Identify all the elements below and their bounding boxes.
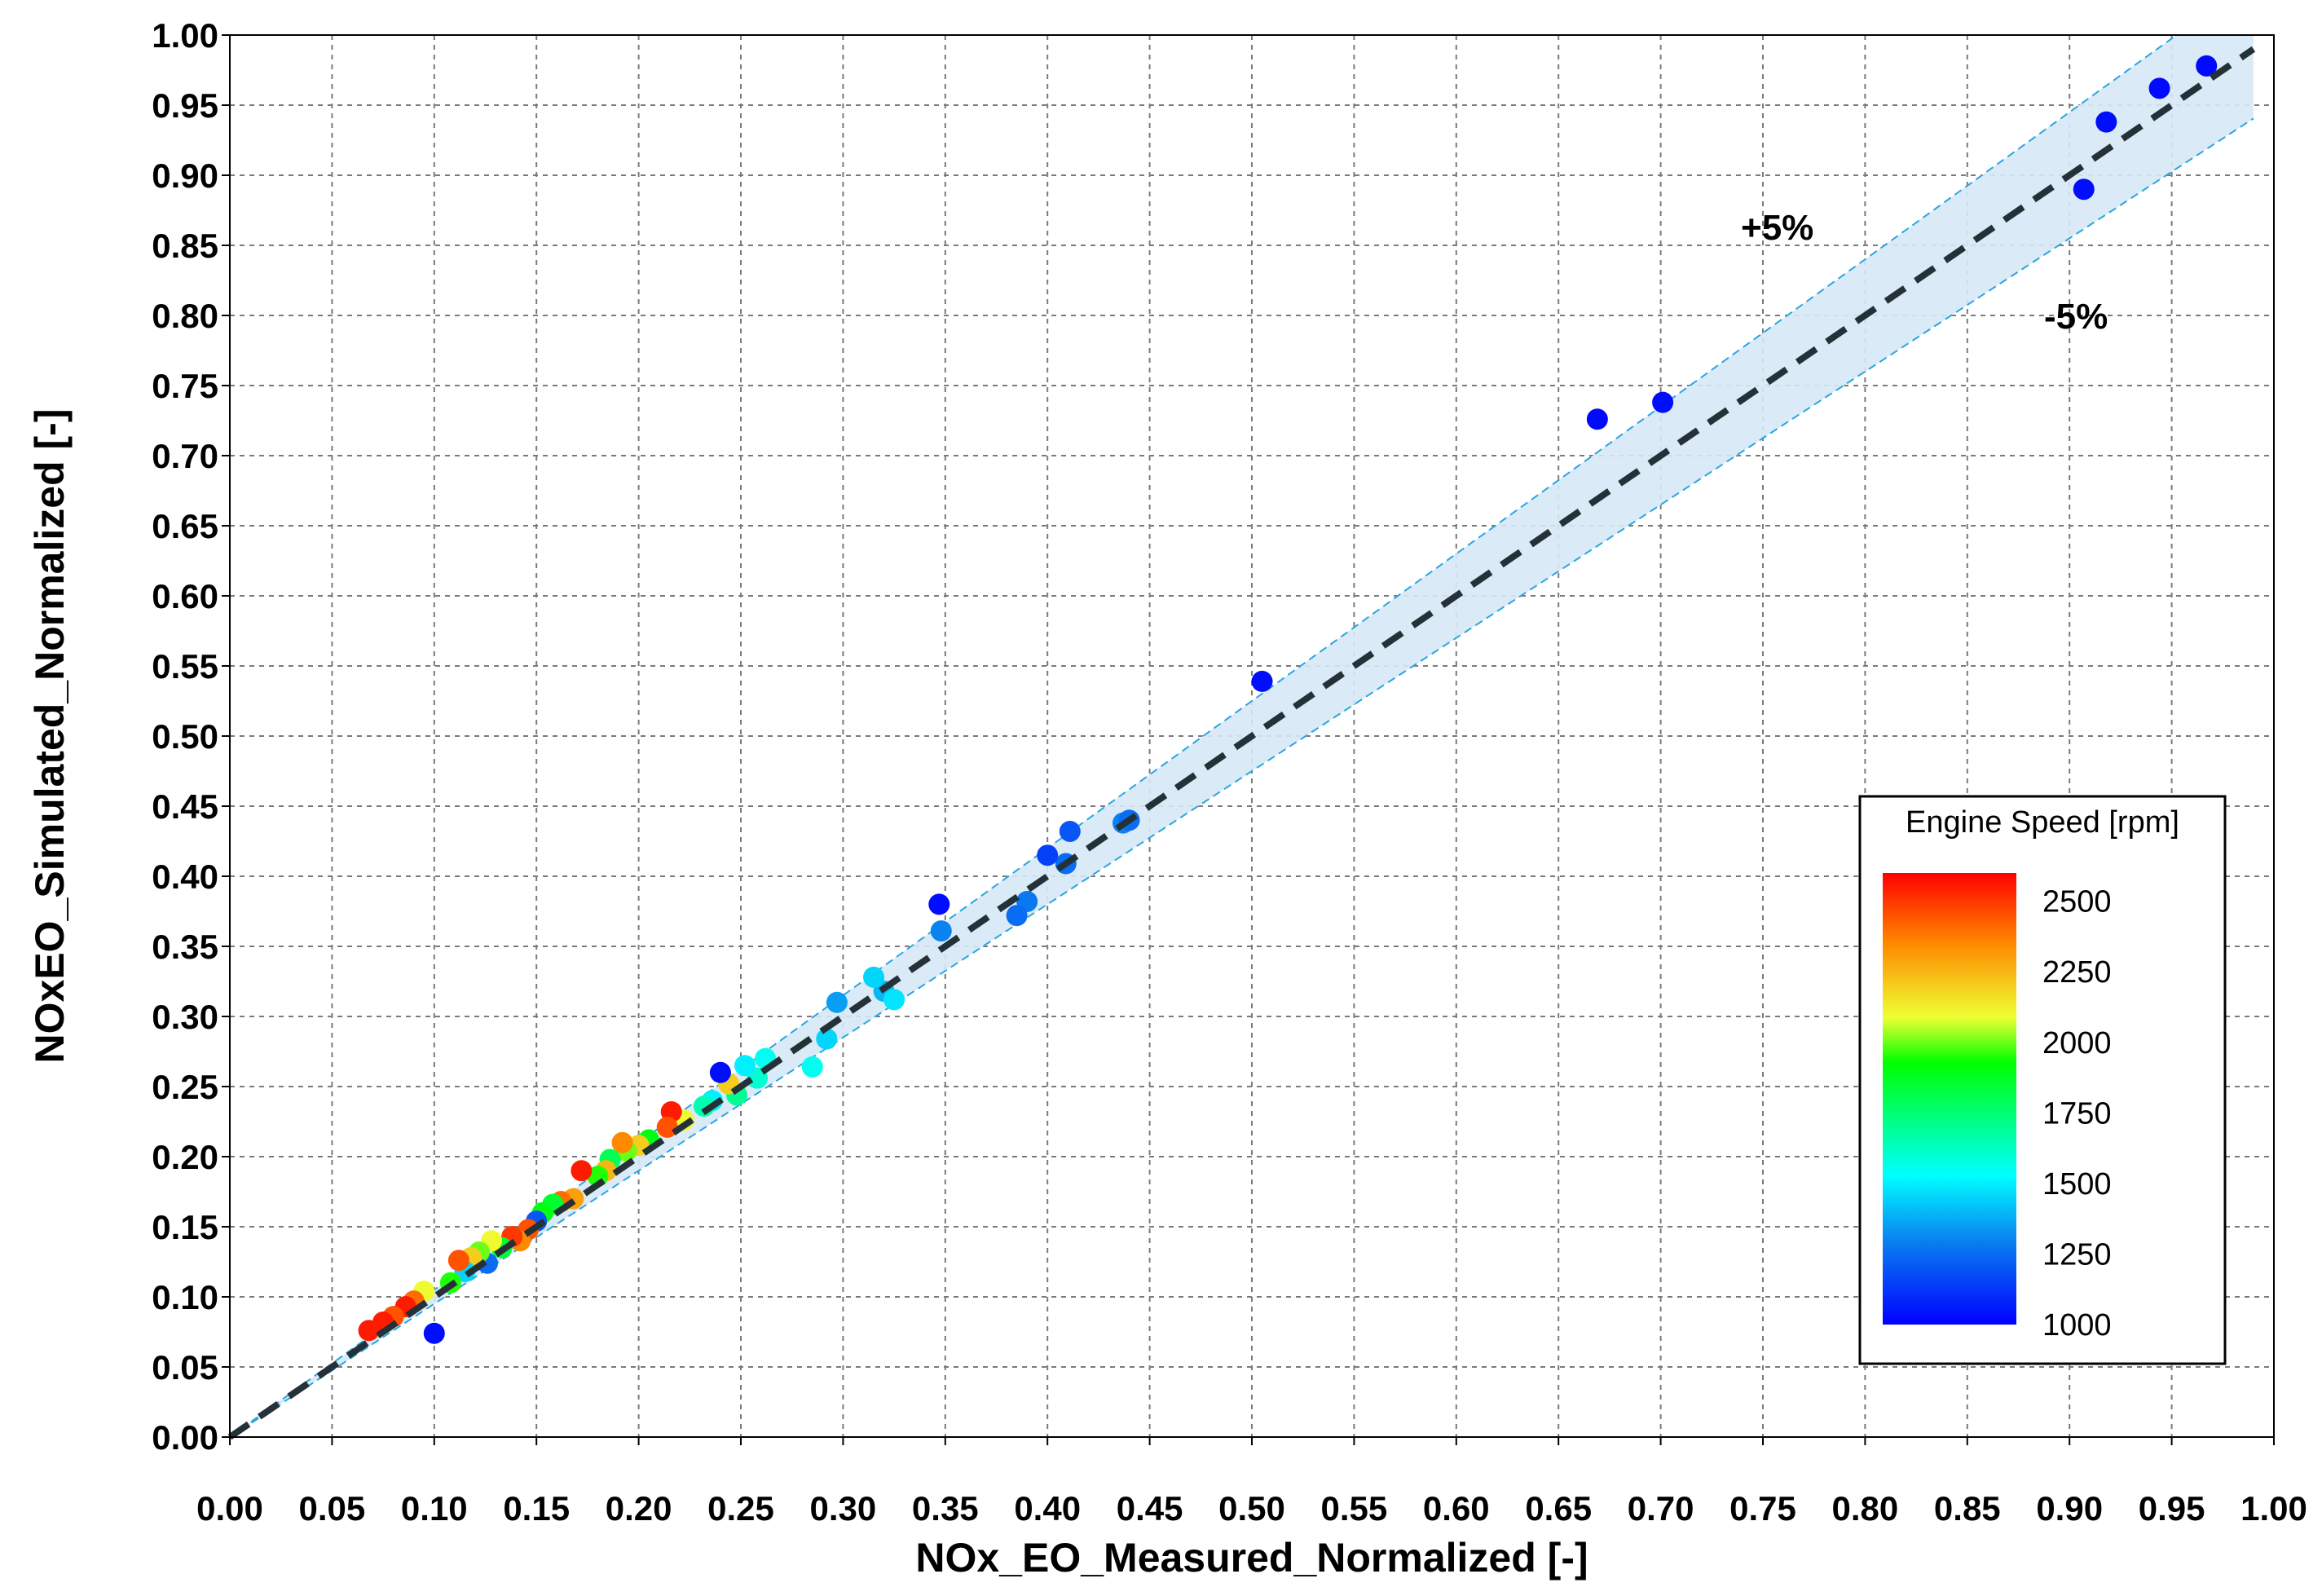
x-tick-label: 0.65 — [1525, 1489, 1592, 1528]
x-tick-label: 0.00 — [196, 1489, 263, 1528]
x-tick-label: 0.10 — [401, 1489, 468, 1528]
data-point — [571, 1160, 593, 1182]
colorbar-tick-label: 2250 — [2042, 955, 2112, 990]
data-point — [816, 1028, 838, 1050]
colorbar-title: Engine Speed [rpm] — [1906, 805, 2179, 840]
data-point — [656, 1116, 678, 1138]
data-point — [930, 920, 952, 942]
data-point — [2095, 111, 2117, 133]
data-point — [447, 1250, 469, 1272]
data-point — [1652, 391, 1674, 413]
x-tick-label: 0.35 — [912, 1489, 979, 1528]
y-tick-label: 0.50 — [152, 717, 218, 756]
reference-line — [227, 46, 2256, 1440]
y-tick-label: 0.40 — [152, 858, 218, 896]
x-tick-label: 1.00 — [2240, 1489, 2307, 1528]
data-point — [423, 1322, 445, 1344]
data-point — [2196, 55, 2218, 77]
data-point — [1586, 408, 1608, 430]
lower-band-label: -5% — [2044, 297, 2108, 337]
y-tick-label: 0.80 — [152, 297, 218, 335]
y-tick-label: 0.75 — [152, 367, 218, 405]
data-point — [2073, 179, 2095, 201]
x-tick-label: 0.15 — [503, 1489, 570, 1528]
data-point — [2148, 77, 2170, 99]
x-tick-label: 0.75 — [1729, 1489, 1796, 1528]
x-tick-label: 0.70 — [1628, 1489, 1694, 1528]
x-tick-label: 0.45 — [1117, 1489, 1183, 1528]
colorbar-legend: Engine Speed [rpm] 2500 2250 2000 1750 1500 1… — [1858, 795, 2227, 1365]
data-point — [709, 1061, 731, 1083]
data-point — [611, 1131, 633, 1153]
x-axis-label: NOx_EO_Measured_Normalized [-] — [915, 1535, 1588, 1581]
x-tick-label: 0.55 — [1321, 1489, 1388, 1528]
colorbar-tick-label: 1750 — [2042, 1096, 2112, 1131]
y-tick-label: 0.70 — [152, 437, 218, 475]
x-tick-label: 0.85 — [1934, 1489, 2001, 1528]
upper-band-label: +5% — [1741, 208, 1813, 248]
data-point — [883, 989, 905, 1011]
colorbar-tick-label: 1000 — [2042, 1308, 2112, 1342]
y-tick-label: 0.45 — [152, 787, 218, 826]
y-tick-label: 0.90 — [152, 157, 218, 195]
y-tick-label: 0.15 — [152, 1208, 218, 1246]
y-tick-label: 0.35 — [152, 928, 218, 966]
y-axis-ticks: 0.00 0.05 0.10 0.15 0.20 0.25 0.30 0.35 0.40 0.45… — [152, 16, 230, 1457]
y-tick-label: 0.65 — [152, 507, 218, 545]
data-point — [801, 1056, 823, 1078]
data-point — [1006, 905, 1028, 927]
data-point — [1251, 670, 1273, 692]
y-tick-label: 0.00 — [152, 1418, 218, 1457]
x-axis-ticks: 0.00 0.05 0.10 0.15 0.20 0.25 0.30 0.35 0.40 0.45… — [196, 1437, 2307, 1528]
y-tick-label: 0.55 — [152, 647, 218, 686]
data-point — [1037, 844, 1059, 866]
colorbar-tick-label: 2500 — [2042, 885, 2112, 919]
x-tick-label: 0.40 — [1014, 1489, 1081, 1528]
y-tick-label: 0.10 — [152, 1278, 218, 1316]
x-tick-label: 0.60 — [1423, 1489, 1490, 1528]
y-tick-label: 0.60 — [152, 577, 218, 615]
colorbar-tick-label: 1500 — [2042, 1167, 2112, 1201]
colorbar-gradient — [1883, 873, 2016, 1325]
x-tick-label: 0.90 — [2036, 1489, 2103, 1528]
data-point — [1059, 820, 1081, 842]
x-tick-label: 0.50 — [1218, 1489, 1285, 1528]
colorbar-ticks: 2500 2250 2000 1750 1500 1250 1000 — [2042, 885, 2112, 1342]
y-tick-label: 0.30 — [152, 998, 218, 1036]
y-tick-label: 0.95 — [152, 86, 218, 125]
identity-line — [227, 46, 2256, 1440]
x-tick-label: 0.25 — [707, 1489, 774, 1528]
data-point — [358, 1320, 380, 1342]
colorbar-tick-label: 1250 — [2042, 1237, 2112, 1272]
y-axis-label: NOxEO_Simulated_Normalized [-] — [27, 409, 73, 1064]
y-tick-label: 0.05 — [152, 1348, 218, 1387]
y-tick-label: 0.25 — [152, 1068, 218, 1106]
data-point — [863, 966, 885, 988]
band-upper-edge — [230, 35, 2179, 1437]
x-tick-label: 0.80 — [1832, 1489, 1899, 1528]
data-point — [826, 991, 848, 1013]
data-point — [928, 893, 950, 915]
x-tick-label: 0.05 — [299, 1489, 366, 1528]
colorbar-tick-label: 2000 — [2042, 1026, 2112, 1060]
x-tick-label: 0.95 — [2139, 1489, 2205, 1528]
band-lower-edge — [230, 117, 2254, 1437]
x-tick-label: 0.20 — [606, 1489, 672, 1528]
y-tick-label: 0.85 — [152, 227, 218, 265]
y-tick-label: 1.00 — [152, 16, 218, 55]
data-point — [734, 1055, 756, 1077]
y-tick-label: 0.20 — [152, 1138, 218, 1176]
x-tick-label: 0.30 — [810, 1489, 877, 1528]
